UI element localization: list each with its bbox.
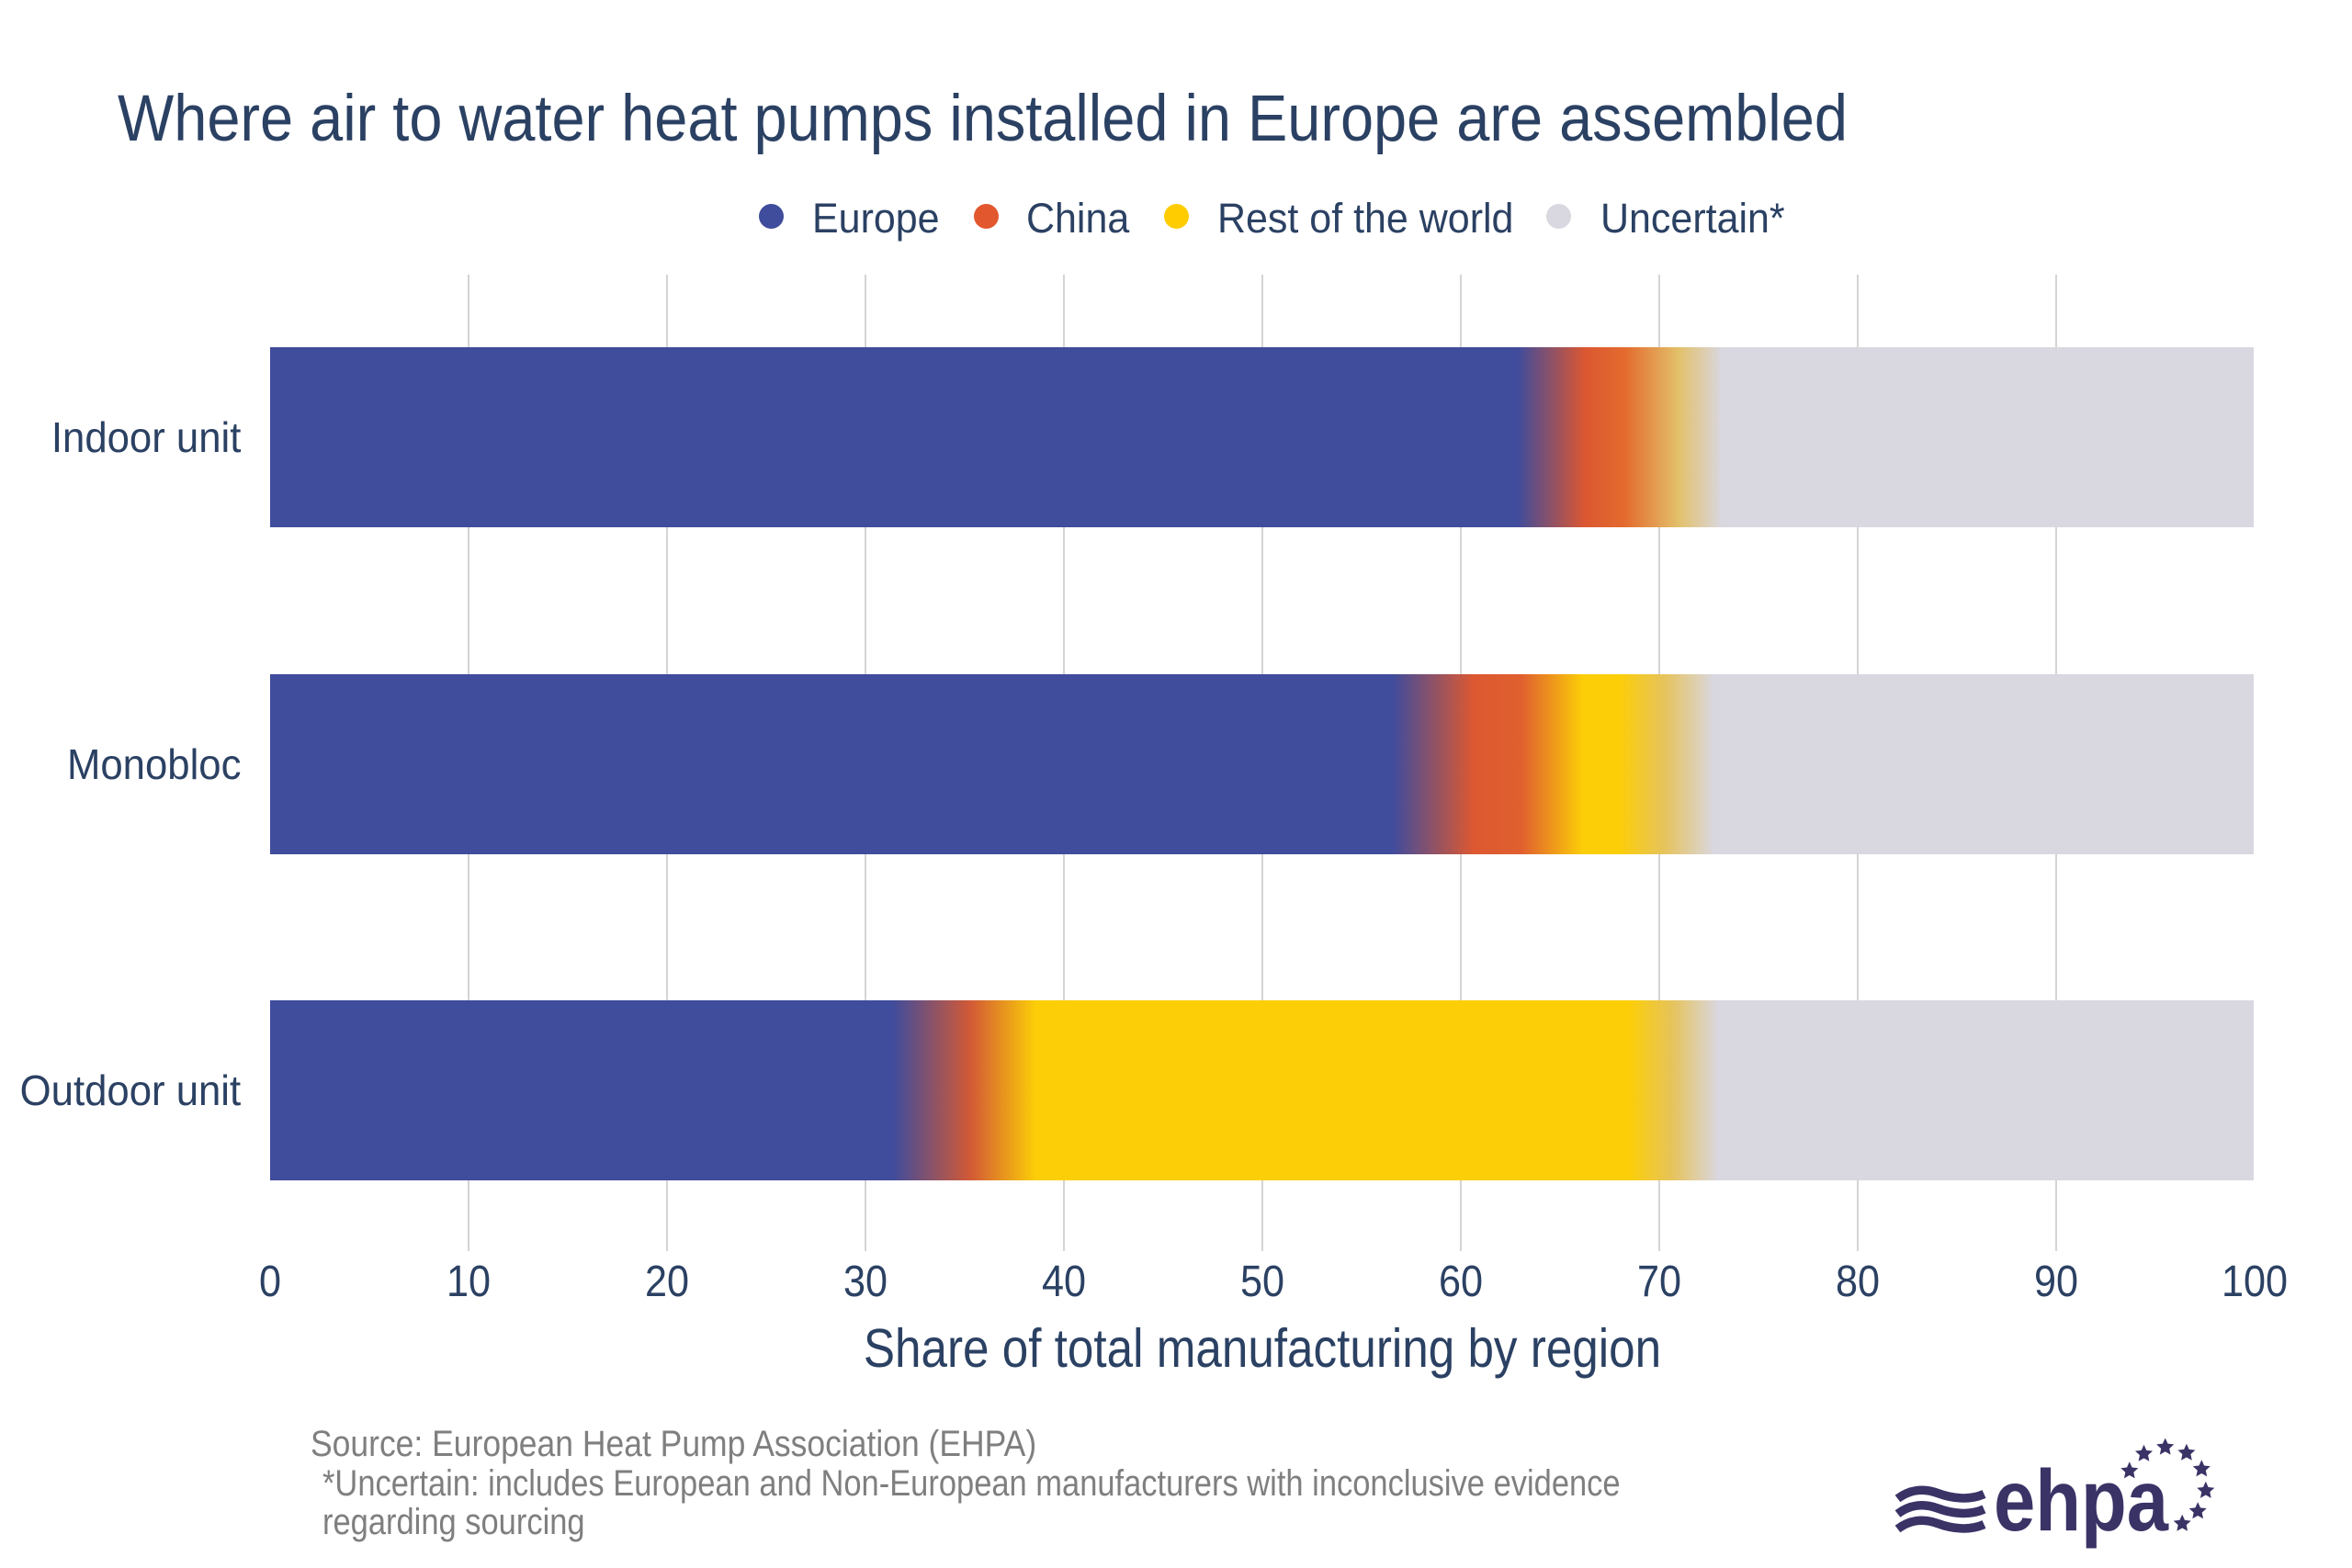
svg-text:ehpa: ehpa <box>1994 1452 2169 1550</box>
